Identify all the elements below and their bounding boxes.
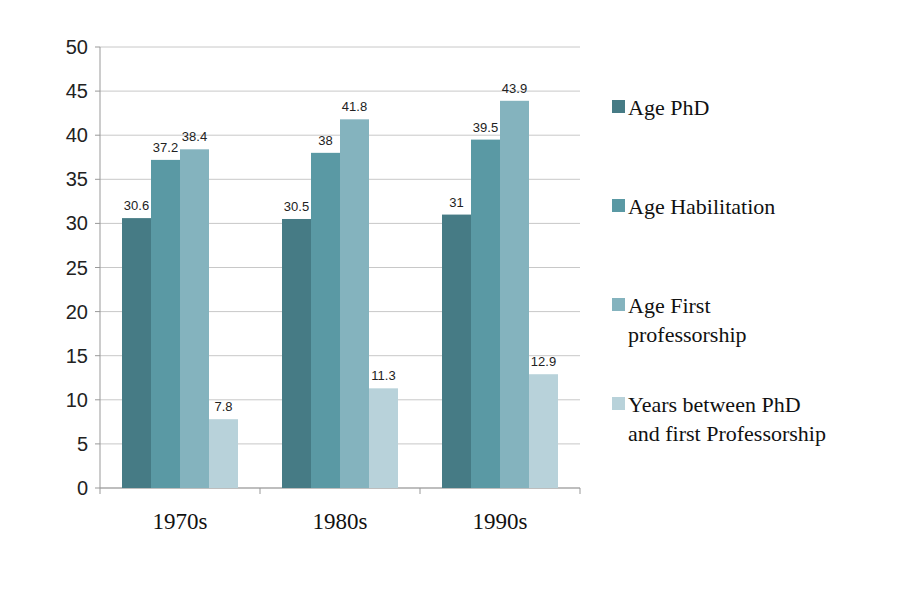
data-label: 37.2 (153, 140, 178, 155)
y-tick-label: 15 (66, 345, 88, 367)
y-tick-label: 35 (66, 168, 88, 190)
bar (180, 149, 209, 488)
grid-line (100, 47, 580, 48)
legend-swatch (612, 199, 625, 212)
data-label: 11.3 (371, 368, 395, 383)
legend-label: Age Habilitation (628, 192, 828, 221)
x-tick (420, 488, 421, 494)
y-tick (95, 91, 100, 92)
data-label: 38 (318, 133, 332, 148)
y-tick (95, 223, 100, 224)
bar (369, 388, 398, 488)
legend-swatch (612, 100, 625, 113)
bar (311, 153, 340, 488)
x-tick (580, 488, 581, 494)
y-tick-label: 25 (66, 257, 88, 279)
y-tick (95, 443, 100, 444)
y-tick (95, 311, 100, 312)
y-tick (95, 355, 100, 356)
bar (209, 419, 238, 488)
legend-label: Age First professorship (628, 291, 828, 349)
chart-root: 051015202530354045501970s1980s1990s30.63… (0, 0, 900, 590)
bar (122, 218, 151, 488)
y-tick (95, 488, 100, 489)
data-label: 7.8 (214, 399, 232, 414)
data-label: 41.8 (342, 99, 367, 114)
y-tick-label: 40 (66, 124, 88, 146)
y-tick-label: 30 (66, 212, 88, 234)
x-tick (260, 488, 261, 494)
y-tick-label: 45 (66, 80, 88, 102)
legend-swatch (612, 397, 625, 410)
y-tick (95, 179, 100, 180)
y-tick (95, 135, 100, 136)
x-tick-label: 1990s (473, 509, 528, 534)
bar (442, 215, 471, 488)
data-labels: 30.6 30.5 31 37.2 38 39.5 38.4 41.8 43.9 7.8 11.3 1… (124, 81, 556, 414)
y-tick-label: 10 (66, 389, 88, 411)
legend-swatch (612, 298, 625, 311)
data-label: 12.9 (531, 354, 556, 369)
data-label: 38.4 (182, 129, 207, 144)
x-tick-label: 1980s (313, 509, 368, 534)
data-label: 30.5 (284, 199, 309, 214)
y-tick-label: 0 (77, 477, 88, 499)
y-tick (95, 267, 100, 268)
bar (282, 219, 311, 488)
bar (471, 140, 500, 488)
y-axis (100, 47, 101, 488)
y-tick-label: 20 (66, 301, 88, 323)
bar (500, 101, 529, 488)
y-tick (95, 47, 100, 48)
y-tick (95, 399, 100, 400)
y-tick-label: 50 (66, 36, 88, 58)
legend-label: Age PhD (628, 93, 828, 122)
x-tick-label: 1970s (153, 509, 208, 534)
bar (151, 160, 180, 488)
chart-svg: 051015202530354045501970s1980s1990s30.63… (0, 0, 900, 590)
data-label: 31 (449, 195, 463, 210)
legend-label: Years between PhD and first Professorshi… (628, 390, 828, 448)
y-tick-label: 5 (77, 433, 88, 455)
data-label: 39.5 (473, 120, 498, 135)
bars (122, 101, 558, 488)
data-label: 43.9 (502, 81, 527, 96)
x-tick (100, 488, 101, 494)
data-label: 30.6 (124, 198, 149, 213)
bar (340, 119, 369, 488)
bar (529, 374, 558, 488)
